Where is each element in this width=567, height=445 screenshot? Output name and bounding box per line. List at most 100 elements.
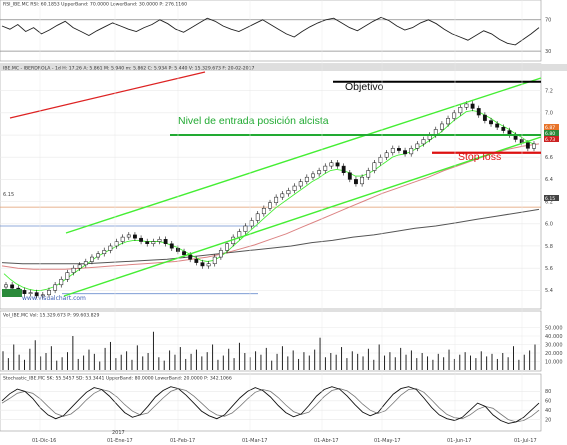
y-tick-label: 30 xyxy=(545,49,551,55)
candle-body xyxy=(71,267,76,273)
candle-body xyxy=(34,292,39,297)
y-tick-label: 40 xyxy=(545,408,551,414)
candle-body xyxy=(329,162,334,167)
candle-body xyxy=(139,237,143,242)
dark-price-tag-text: 6.15 xyxy=(545,196,555,202)
candle-body xyxy=(452,112,457,119)
green-price-tag xyxy=(544,130,559,136)
entry-label: Nivel de entrada posición alcista xyxy=(178,115,329,127)
candle-body xyxy=(489,120,493,125)
candle-body xyxy=(482,114,487,121)
candle-body xyxy=(298,181,303,187)
x-tick-label: 01-Dic-16 xyxy=(32,438,56,444)
channel-upper-line xyxy=(65,77,542,234)
sma-long-line xyxy=(1,143,540,270)
candle-body xyxy=(280,193,285,198)
stop-loss-label: Stop loss xyxy=(458,151,501,163)
candle-body xyxy=(421,139,426,145)
candle-body xyxy=(347,172,352,180)
candle-body xyxy=(182,251,186,256)
candle-body xyxy=(409,148,414,155)
candle-body xyxy=(126,234,131,238)
y-tick-label: 5.4 xyxy=(545,288,553,294)
stochastic-axis: 20 40 60 80 xyxy=(545,389,551,423)
candle-body xyxy=(446,118,450,125)
orange-level-label: 6.15 xyxy=(3,192,14,198)
candle-body xyxy=(53,284,58,291)
orange-price-tag xyxy=(544,124,559,130)
volume-frame xyxy=(0,310,542,372)
y-tick-label: 60 xyxy=(545,399,551,405)
y-tick-label: 6.6 xyxy=(545,155,553,161)
candle-body xyxy=(304,176,309,182)
rsi-axis: 30 70 xyxy=(545,18,551,55)
candle-body xyxy=(59,279,64,286)
candle-body xyxy=(495,123,500,128)
candle-body xyxy=(77,264,82,269)
candle-body xyxy=(90,256,94,262)
rsi-header: RSI_IBE.MC RSI: 60.1853 UpperBand: 70.00… xyxy=(3,2,187,8)
red-price-tag-text: 6.73 xyxy=(545,137,555,143)
candle-body xyxy=(268,202,272,209)
candle-body xyxy=(200,262,205,267)
candle-body xyxy=(28,292,33,294)
y-tick-label: 50.000 xyxy=(545,325,563,331)
volume-bars xyxy=(2,331,536,370)
y-tick-label: 6.4 xyxy=(545,177,553,183)
y-tick-label: 40.000 xyxy=(545,334,563,340)
x-tick-label: 01-Ene-17 xyxy=(107,438,133,444)
candle-body xyxy=(354,179,358,185)
stochastic-k-line xyxy=(1,386,540,424)
candle-body xyxy=(464,103,469,108)
candle-body xyxy=(403,150,407,155)
candle-body xyxy=(415,143,420,149)
objective-label: Objetivo xyxy=(345,81,384,93)
candle-body xyxy=(108,245,113,251)
y-tick-label: 80 xyxy=(545,389,551,395)
stochastic-frame xyxy=(0,373,542,432)
channel-lower-line xyxy=(63,136,542,297)
candle-body xyxy=(323,165,328,171)
stochastic-d-line xyxy=(1,388,540,423)
y-tick-label: 7.0 xyxy=(545,111,553,117)
candle-body xyxy=(22,290,27,294)
green-price-tag-text: 6.80 xyxy=(545,131,555,137)
candle-body xyxy=(378,156,383,164)
candle-body xyxy=(145,241,150,245)
candle-body xyxy=(243,225,248,232)
candle-body xyxy=(360,176,365,185)
candle-body xyxy=(188,254,193,260)
candle-body xyxy=(274,196,279,203)
price-grid xyxy=(0,90,541,291)
candle-body xyxy=(237,231,242,238)
candle-body xyxy=(4,284,8,288)
x-tick-label: 01-Jul-17 xyxy=(514,438,537,444)
candle-body xyxy=(311,173,315,178)
candle-body xyxy=(96,253,101,258)
y-tick-label: 6.0 xyxy=(545,222,553,228)
candle-body xyxy=(249,220,254,227)
rsi-frame xyxy=(0,0,542,62)
watermark-badge xyxy=(2,289,22,297)
candle-body xyxy=(470,103,475,109)
sma-very-long-line xyxy=(1,208,540,265)
y-tick-label: 7.2 xyxy=(545,88,553,94)
stochastic-panel: Stochastic_IBE.MC SK: 55.5457 SD: 53.344… xyxy=(0,373,551,432)
stochastic-header: Stochastic_IBE.MC SK: 55.5457 SD: 53.344… xyxy=(3,376,232,382)
candle-body xyxy=(341,165,346,173)
candle-body xyxy=(47,290,51,296)
dark-price-tag xyxy=(544,195,559,201)
candle-body xyxy=(194,259,199,263)
y-tick-label: 5.6 xyxy=(545,266,553,272)
candle-body xyxy=(10,284,15,289)
candle-body xyxy=(372,162,377,171)
y-tick-label: 70 xyxy=(545,18,551,24)
x-tick-label: 01-Jun-17 xyxy=(447,438,471,444)
y-tick-label: 5.8 xyxy=(545,244,553,250)
candle-body xyxy=(335,162,340,167)
red-price-tag xyxy=(544,136,559,142)
price-header: IBE.MC - IBERDROLA - 1d H: 17.26 A: 5.86… xyxy=(3,65,254,71)
candle-body xyxy=(102,250,107,254)
price-axis: 5.45.65.86.06.26.46.66.87.07.2 xyxy=(545,88,553,294)
